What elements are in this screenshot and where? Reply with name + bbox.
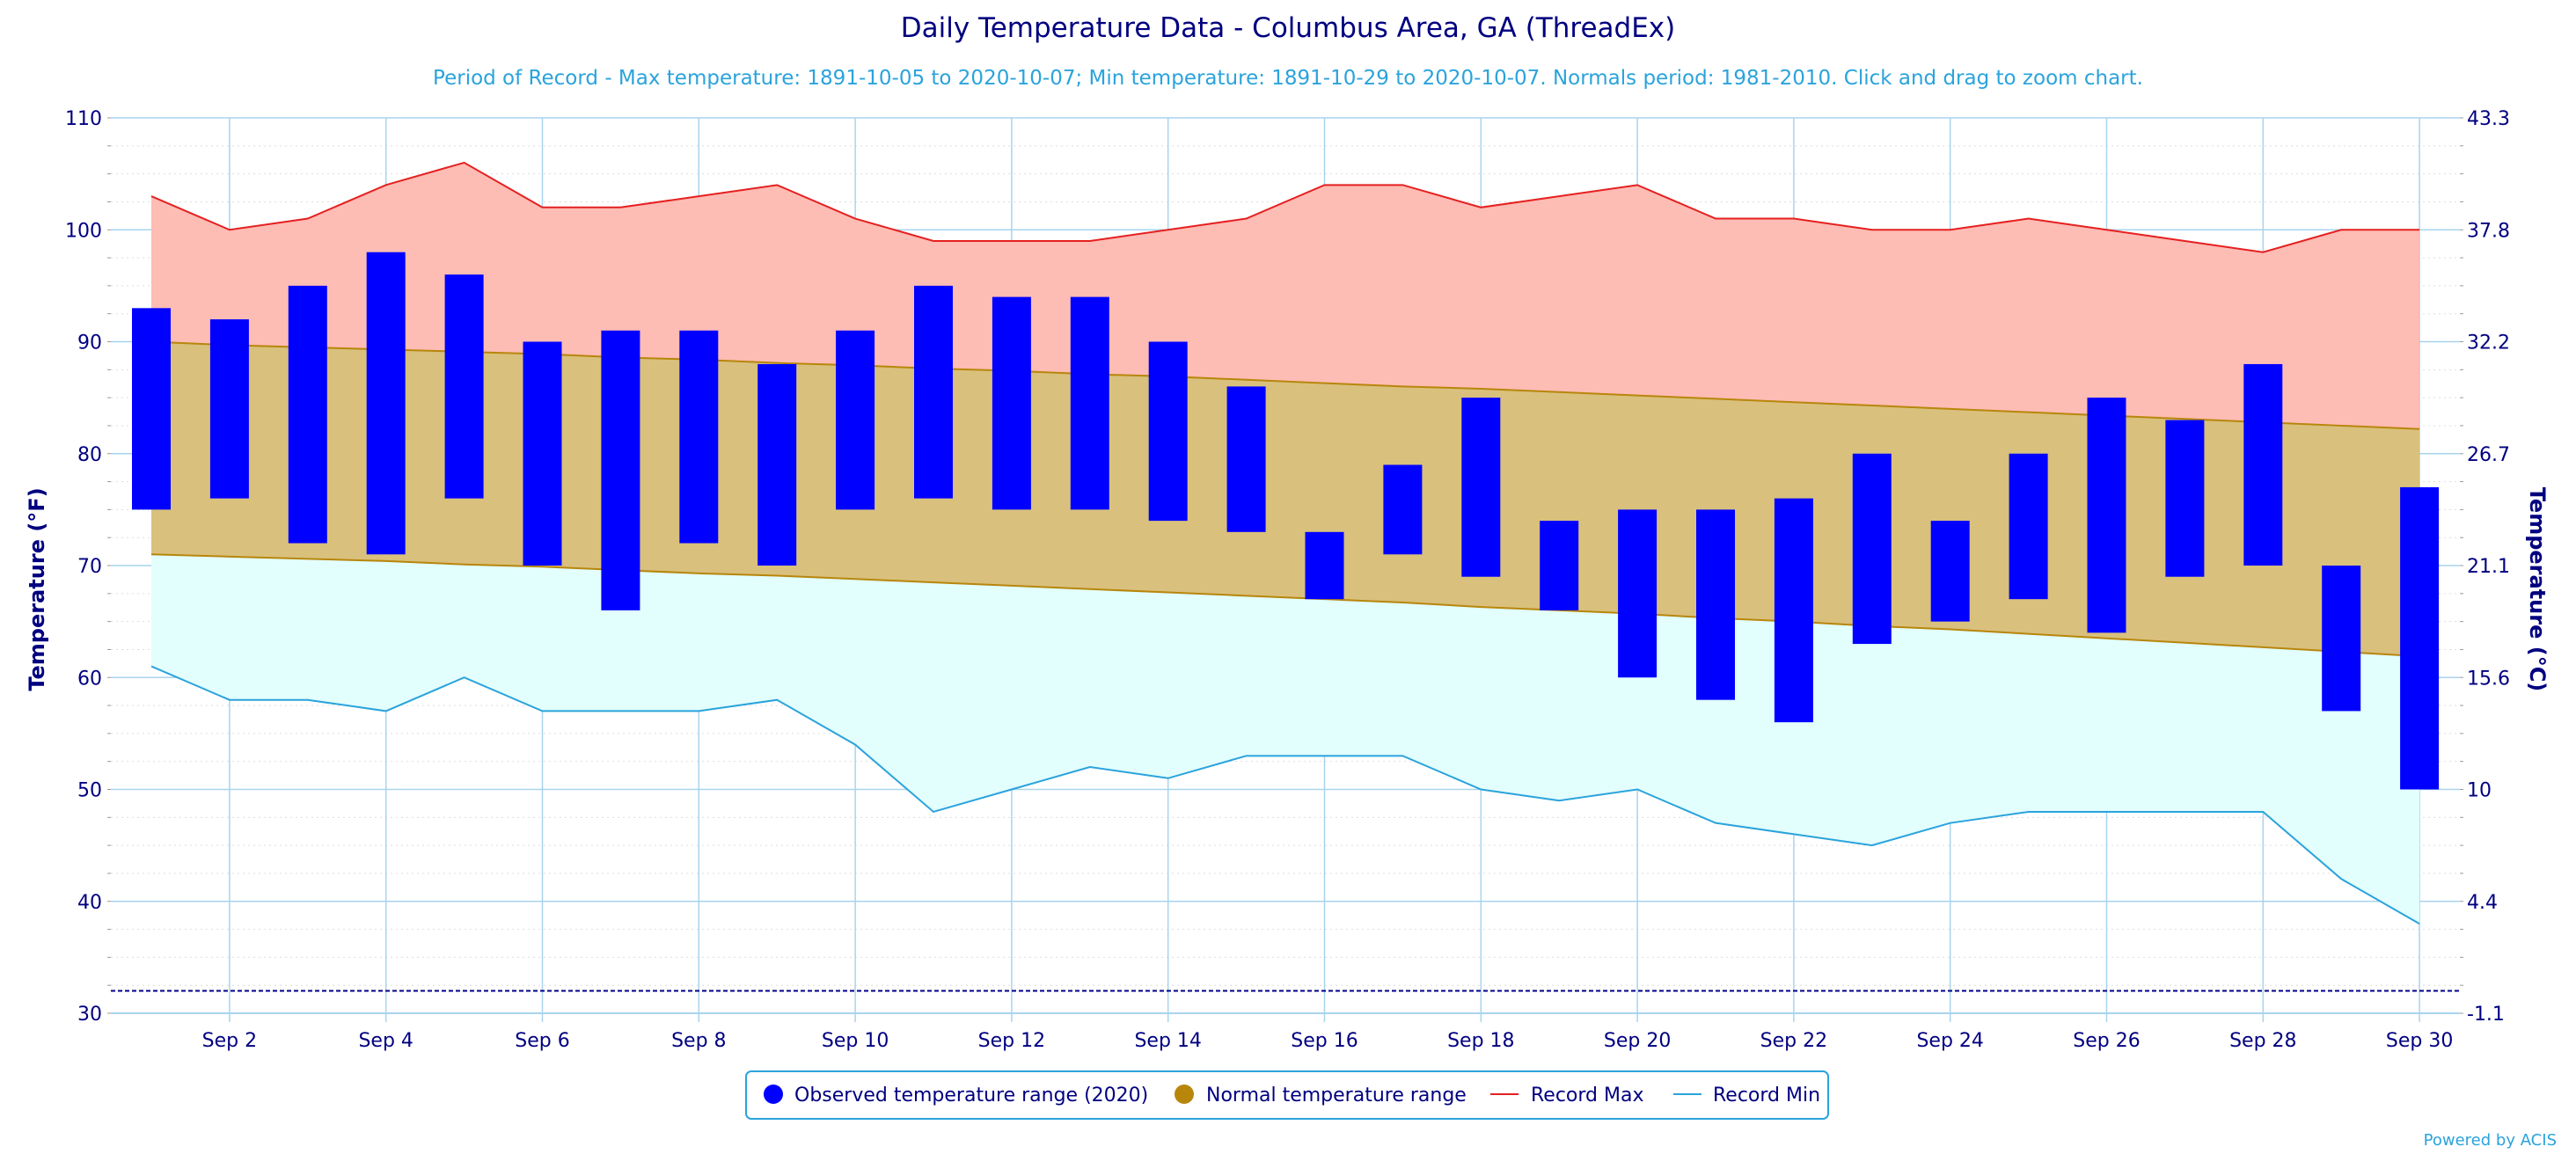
observed-bar bbox=[2009, 453, 2048, 600]
x-tick-label: Sep 14 bbox=[1134, 1030, 1201, 1052]
x-tick-label: Sep 10 bbox=[822, 1030, 889, 1052]
observed-bar bbox=[836, 330, 875, 510]
axes: 30 -1.1 40 4.4 50 10 60 15.6 70 21.1 80 26.7 90 32.2 1… bbox=[65, 108, 2510, 1052]
x-tick-label: Sep 16 bbox=[1291, 1030, 1358, 1052]
observed-bar bbox=[1696, 509, 1735, 700]
y-tick-right: 37.8 bbox=[2467, 220, 2510, 242]
observed-bar bbox=[1774, 498, 1813, 723]
chart-subtitle: Period of Record - Max temperature: 1891… bbox=[433, 67, 2143, 90]
observed-bar bbox=[2322, 566, 2361, 712]
y-tick-left: 80 bbox=[77, 444, 102, 466]
y-axis-title-left: Temperature (°F) bbox=[25, 487, 49, 690]
observed-bar bbox=[1226, 386, 1266, 532]
y-tick-right: 21.1 bbox=[2467, 556, 2510, 578]
observed-bar bbox=[2165, 420, 2205, 577]
y-tick-right: 26.7 bbox=[2467, 444, 2510, 466]
x-tick-label: Sep 4 bbox=[358, 1030, 413, 1052]
y-tick-left: 30 bbox=[77, 1004, 102, 1026]
normal-range-area bbox=[151, 341, 2420, 657]
x-tick-label: Sep 28 bbox=[2229, 1030, 2296, 1052]
legend-record-min-label[interactable]: Record Min bbox=[1713, 1085, 1820, 1107]
x-tick-label: Sep 26 bbox=[2073, 1030, 2140, 1052]
observed-bar bbox=[1540, 521, 1579, 610]
y-tick-left: 100 bbox=[65, 220, 102, 242]
observed-bar bbox=[992, 296, 1031, 510]
observed-bar bbox=[2243, 363, 2283, 566]
credit-text[interactable]: Powered by ACIS bbox=[2424, 1131, 2557, 1150]
observed-bar bbox=[288, 285, 327, 544]
normal-low-line bbox=[150, 553, 2420, 658]
legend-observed-marker[interactable] bbox=[764, 1085, 783, 1104]
observed-bar bbox=[1852, 453, 1892, 645]
x-tick-label: Sep 6 bbox=[515, 1030, 569, 1052]
observed-bar bbox=[1305, 531, 1344, 600]
x-tick-label: Sep 18 bbox=[1447, 1030, 1514, 1052]
observed-bar bbox=[2400, 486, 2440, 790]
record-max-line bbox=[150, 161, 2420, 253]
observed-bar bbox=[914, 285, 953, 499]
x-tick-label: Sep 22 bbox=[1760, 1030, 1827, 1052]
observed-bar bbox=[444, 274, 484, 499]
y-tick-left: 90 bbox=[77, 332, 102, 354]
observed-bar bbox=[1618, 509, 1658, 678]
record-max-area bbox=[151, 162, 2420, 429]
y-tick-left: 110 bbox=[65, 108, 102, 130]
observed-bar bbox=[1383, 464, 1423, 555]
legend: Observed temperature range (2020) Normal… bbox=[745, 1070, 1829, 1120]
y-tick-left: 70 bbox=[77, 556, 102, 578]
observed-bar bbox=[209, 319, 249, 499]
legend-normal-label[interactable]: Normal temperature range bbox=[1206, 1085, 1467, 1107]
x-tick-label: Sep 8 bbox=[671, 1030, 726, 1052]
x-tick-label: Sep 2 bbox=[202, 1030, 257, 1052]
y-tick-right: 32.2 bbox=[2467, 332, 2510, 354]
legend-observed-label[interactable]: Observed temperature range (2020) bbox=[794, 1085, 1148, 1107]
y-tick-right: 4.4 bbox=[2467, 892, 2498, 914]
chart-title: Daily Temperature Data - Columbus Area, … bbox=[901, 12, 1675, 44]
observed-bar bbox=[2087, 398, 2126, 633]
y-tick-right: 10 bbox=[2467, 780, 2492, 802]
legend-record-max-label[interactable]: Record Max bbox=[1531, 1085, 1644, 1107]
y-tick-left: 50 bbox=[77, 780, 102, 802]
x-tick-label: Sep 24 bbox=[1916, 1030, 1983, 1052]
observed-bar bbox=[757, 363, 797, 566]
x-tick-label: Sep 30 bbox=[2386, 1030, 2453, 1052]
y-tick-right: 43.3 bbox=[2467, 108, 2510, 130]
observed-bar bbox=[366, 252, 406, 555]
legend-normal-marker[interactable] bbox=[1175, 1085, 1194, 1104]
y-tick-left: 40 bbox=[77, 892, 102, 914]
observed-bar bbox=[1148, 341, 1188, 522]
x-tick-label: Sep 12 bbox=[978, 1030, 1045, 1052]
legend-box bbox=[745, 1070, 1829, 1120]
observed-bar bbox=[1070, 296, 1109, 510]
observed-bar bbox=[679, 330, 719, 544]
record-min-line bbox=[150, 665, 2420, 925]
observed-bar bbox=[1461, 398, 1501, 577]
y-axis-title-right: Temperature (°C) bbox=[2525, 487, 2550, 692]
observed-bar bbox=[132, 308, 171, 510]
y-tick-right: 15.6 bbox=[2467, 668, 2510, 690]
observed-bars bbox=[132, 252, 2440, 790]
y-tick-left: 60 bbox=[77, 668, 102, 690]
observed-bar bbox=[1930, 521, 1970, 622]
area-fills bbox=[151, 162, 2420, 924]
x-tick-label: Sep 20 bbox=[1604, 1030, 1671, 1052]
y-tick-right: -1.1 bbox=[2467, 1004, 2505, 1026]
observed-bar bbox=[523, 341, 562, 566]
observed-bar bbox=[601, 330, 640, 610]
record-min-area bbox=[151, 554, 2420, 924]
